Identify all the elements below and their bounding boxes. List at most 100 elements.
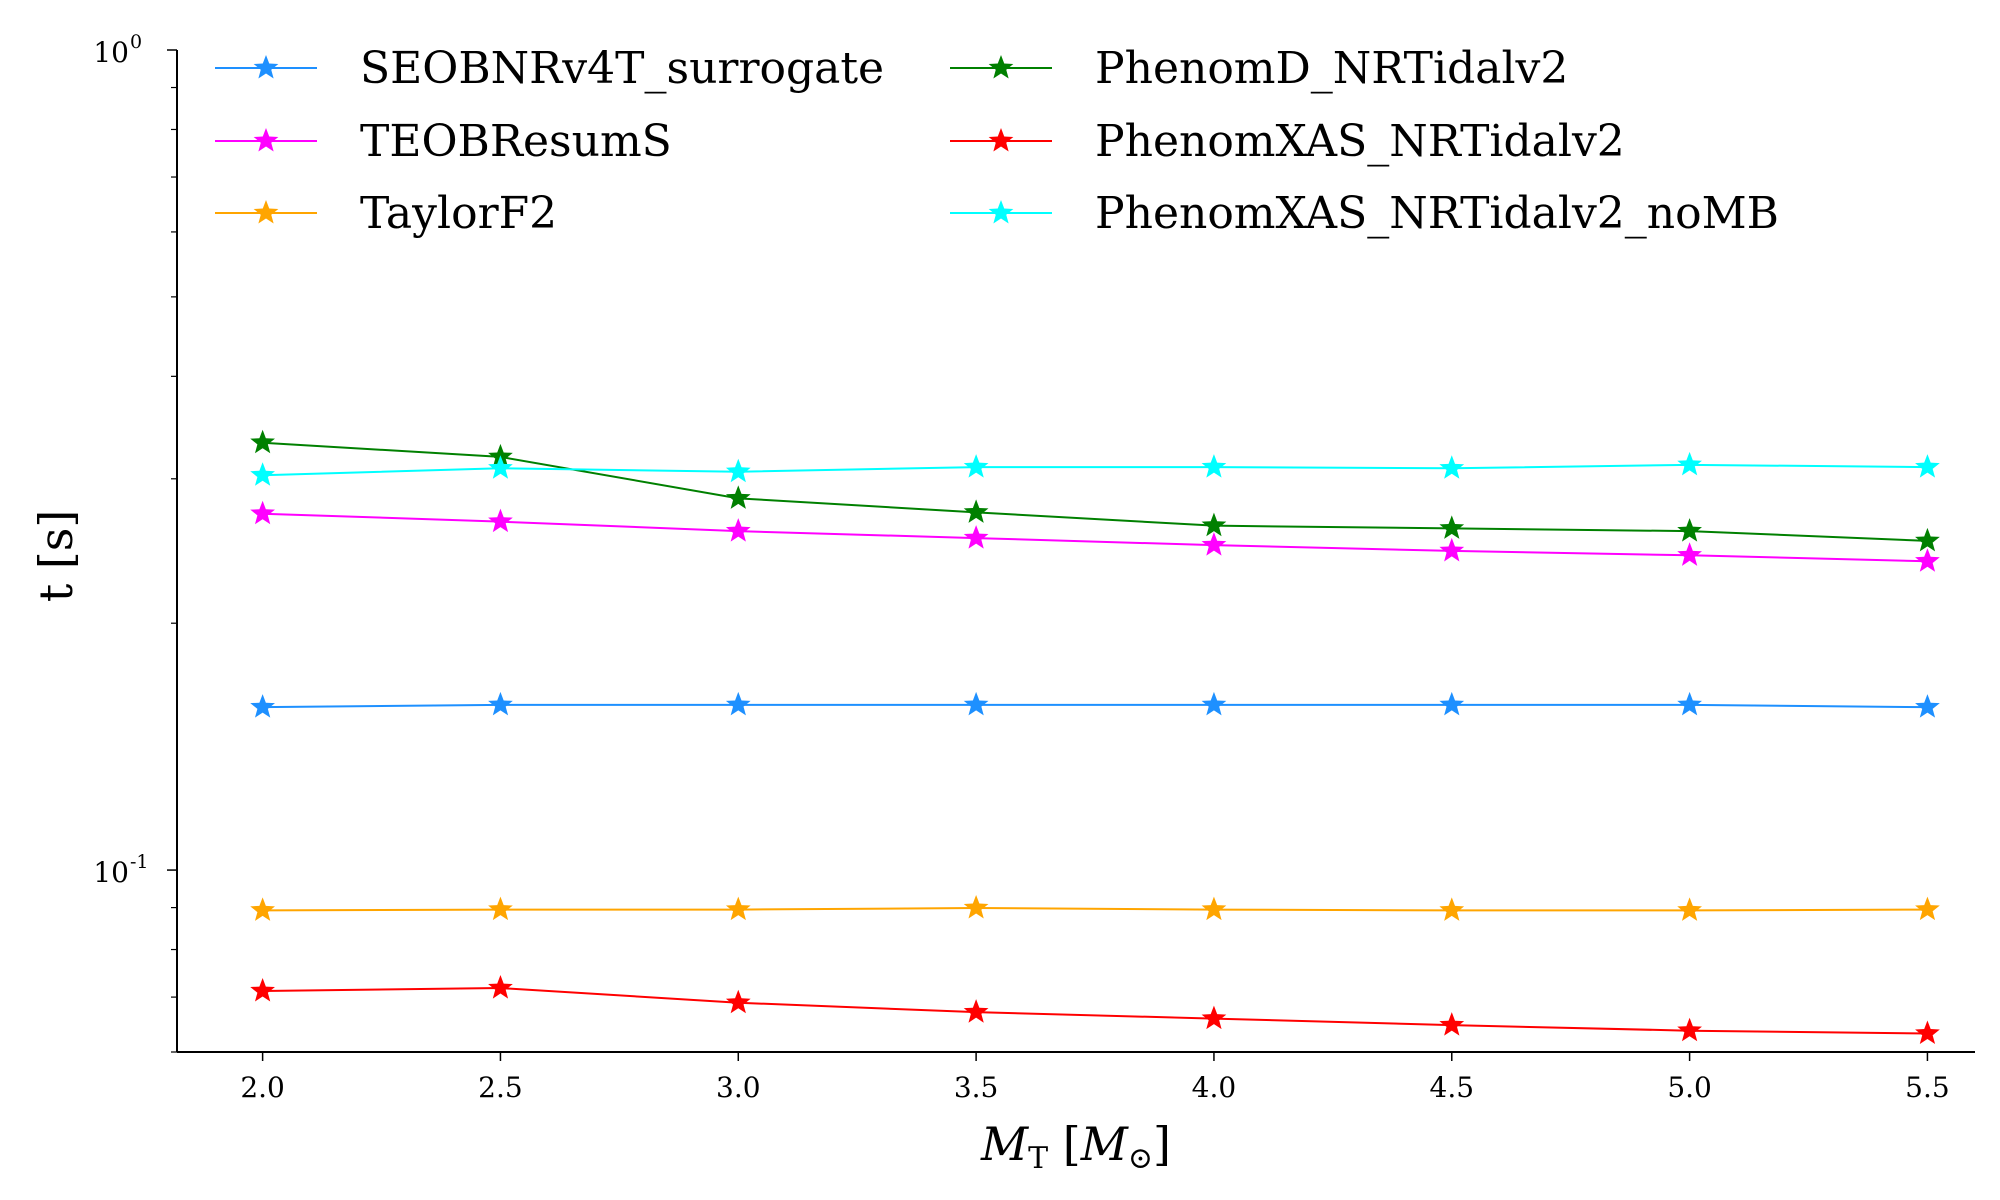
x-tick-label: 2.0 bbox=[240, 1071, 285, 1104]
data-point-star bbox=[1439, 455, 1465, 479]
data-point-star bbox=[488, 455, 513, 479]
data-point-star bbox=[1677, 691, 1702, 716]
x-tick-label: 3.0 bbox=[716, 1071, 761, 1104]
data-point-star bbox=[1201, 454, 1227, 478]
data-point-star bbox=[1201, 896, 1227, 921]
x-axis-label: MT [M⊙] bbox=[980, 1117, 1171, 1176]
data-point-star bbox=[963, 525, 989, 549]
legend-item: TaylorF2 bbox=[215, 188, 557, 239]
x-axis-label-part: T bbox=[1028, 1141, 1048, 1176]
data-point-star bbox=[1677, 542, 1702, 566]
data-point-star bbox=[250, 978, 275, 1002]
data-point-star bbox=[725, 896, 751, 921]
data-point-star bbox=[1915, 1020, 1940, 1045]
y-tick-label: 10 bbox=[93, 856, 129, 889]
data-point-star bbox=[963, 691, 989, 716]
data-point-star bbox=[1677, 1017, 1702, 1042]
data-point-star bbox=[1201, 532, 1227, 556]
series-line bbox=[262, 441, 1928, 542]
data-point-star bbox=[725, 691, 751, 716]
series-PhenomXAS_NRTidalv2 bbox=[250, 975, 1940, 1045]
legend-item: PhenomXAS_NRTidalv2 bbox=[950, 116, 1625, 167]
legend-label: PhenomXAS_NRTidalv2 bbox=[1095, 116, 1625, 167]
data-point-star bbox=[963, 454, 989, 478]
data-point-star bbox=[1439, 1012, 1465, 1036]
data-point-star bbox=[725, 989, 751, 1014]
legend-star bbox=[988, 128, 1014, 152]
y-tick-exponent: 0 bbox=[130, 31, 142, 53]
legend-star bbox=[253, 55, 279, 79]
data-point-star bbox=[1677, 451, 1702, 476]
data-point-star bbox=[1439, 515, 1465, 539]
x-axis-label-part: ⊙ bbox=[1128, 1141, 1153, 1176]
data-point-star bbox=[1439, 537, 1465, 562]
data-point-star bbox=[1201, 512, 1227, 537]
legend-star bbox=[253, 200, 279, 224]
y-tick-label: 10 bbox=[93, 36, 129, 69]
data-point-star bbox=[488, 508, 513, 533]
legend-star bbox=[988, 55, 1014, 79]
series-line bbox=[262, 463, 1928, 477]
data-point-star bbox=[250, 462, 275, 486]
legend-label: PhenomXAS_NRTidalv2_noMB bbox=[1095, 188, 1779, 239]
series-line bbox=[262, 906, 1928, 912]
legend-item: PhenomD_NRTidalv2 bbox=[950, 43, 1568, 94]
data-point-star bbox=[250, 694, 275, 718]
series-line bbox=[262, 512, 1928, 563]
series-line bbox=[262, 703, 1928, 709]
data-point-star bbox=[1201, 691, 1227, 716]
series-group bbox=[250, 429, 1940, 1045]
x-axis-label-part: [ bbox=[1048, 1117, 1081, 1171]
data-point-star bbox=[250, 429, 275, 454]
legend-label: TEOBResumS bbox=[360, 116, 672, 167]
series-PhenomD_NRTidalv2 bbox=[250, 429, 1940, 552]
legend-label: SEOBNRv4T_surrogate bbox=[360, 43, 884, 94]
data-point-star bbox=[488, 691, 513, 716]
data-point-star bbox=[1915, 527, 1940, 552]
data-point-star bbox=[1915, 896, 1940, 921]
x-tick-label: 4.0 bbox=[1192, 1071, 1237, 1104]
data-point-star bbox=[963, 499, 989, 523]
axis-labels: MT [M⊙]t [s] bbox=[29, 510, 1171, 1176]
legend-label: TaylorF2 bbox=[360, 188, 557, 239]
x-axis-label-part: M bbox=[1080, 1117, 1130, 1171]
x-axis-label-part: M bbox=[980, 1117, 1030, 1171]
legend-star bbox=[253, 128, 279, 152]
data-point-star bbox=[1677, 897, 1702, 921]
series-SEOBNRv4T_surrogate bbox=[250, 691, 1940, 718]
data-point-star bbox=[963, 894, 989, 919]
data-point-star bbox=[725, 518, 751, 542]
y-tick-exponent: -1 bbox=[130, 851, 149, 873]
y-axis-label: t [s] bbox=[29, 510, 83, 603]
x-tick-label: 3.5 bbox=[954, 1071, 999, 1104]
legend: SEOBNRv4T_surrogate TEOBResumS TaylorF2 Phe… bbox=[215, 43, 1779, 239]
data-point-star bbox=[1915, 694, 1940, 718]
data-point-star bbox=[1677, 518, 1702, 542]
data-point-star bbox=[1439, 691, 1465, 716]
x-tick-label: 5.5 bbox=[1905, 1071, 1950, 1104]
x-axis-label-part: ] bbox=[1153, 1117, 1171, 1171]
x-tick-label: 5.0 bbox=[1667, 1071, 1712, 1104]
data-point-star bbox=[1915, 454, 1940, 478]
series-TEOBResumS bbox=[250, 500, 1940, 572]
series-TaylorF2 bbox=[250, 894, 1940, 921]
legend-star bbox=[988, 200, 1014, 224]
legend-item: PhenomXAS_NRTidalv2_noMB bbox=[950, 188, 1779, 239]
axes bbox=[176, 50, 1975, 1053]
legend-label: PhenomD_NRTidalv2 bbox=[1095, 43, 1568, 94]
data-point-star bbox=[250, 897, 275, 921]
data-point-star bbox=[1439, 897, 1465, 921]
series-PhenomXAS_NRTidalv2_noMB bbox=[250, 451, 1940, 486]
data-point-star bbox=[488, 975, 513, 999]
data-point-star bbox=[725, 458, 751, 483]
data-point-star bbox=[250, 500, 275, 525]
data-point-star bbox=[1201, 1005, 1227, 1030]
x-tick-label: 4.5 bbox=[1430, 1071, 1475, 1104]
data-point-star bbox=[1915, 548, 1940, 572]
data-point-star bbox=[963, 999, 989, 1023]
series-line bbox=[262, 987, 1928, 1035]
legend-item: TEOBResumS bbox=[215, 116, 672, 167]
data-point-star bbox=[488, 896, 513, 921]
